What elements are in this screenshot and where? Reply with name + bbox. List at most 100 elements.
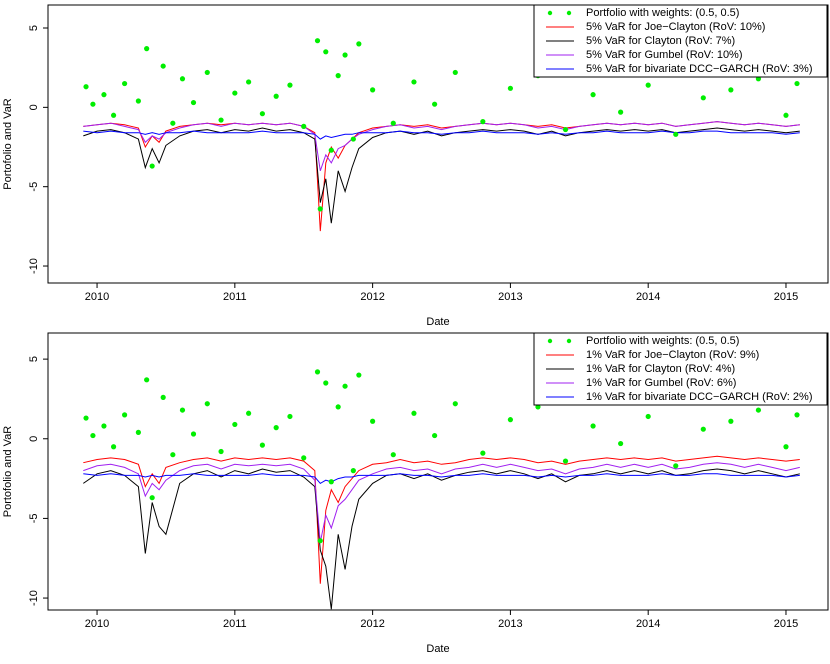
legend-label: 1% VaR for bivariate DCC−GARCH (RoV: 2%) xyxy=(586,391,812,403)
panel: 2010 2011 2012 2013 2014 2015 5 0 -5 -10 Date Porto… xyxy=(2,332,829,655)
series-line xyxy=(83,130,800,140)
plot-frame xyxy=(47,332,829,611)
data-point xyxy=(507,417,514,423)
legend: Portfolio with weights: (0.5, 0.5) 1% VaR… xyxy=(533,332,828,406)
data-point xyxy=(317,206,323,212)
series-line xyxy=(83,473,800,485)
data-point xyxy=(179,407,186,413)
data-point xyxy=(370,418,376,424)
data-point xyxy=(160,394,166,400)
series-line xyxy=(83,455,800,584)
data-point xyxy=(273,93,279,99)
data-point xyxy=(135,429,141,435)
x-tick-label: 2014 xyxy=(636,618,660,630)
data-point xyxy=(90,432,96,439)
data-point xyxy=(342,52,348,58)
legend-symbol xyxy=(547,338,553,344)
data-point xyxy=(179,76,186,82)
legend-label: Portfolio with weights: (0.5, 0.5) xyxy=(586,7,739,19)
data-point xyxy=(149,163,155,169)
data-point xyxy=(535,404,541,410)
panel: 2010 2011 2012 2013 2014 2015 5 0 -5 -10 Date Porto… xyxy=(2,4,829,328)
plot-area xyxy=(83,369,800,610)
data-point xyxy=(562,126,569,133)
data-point xyxy=(507,85,514,91)
plot-frame xyxy=(47,4,829,284)
data-point xyxy=(170,452,176,458)
data-point xyxy=(246,79,252,85)
data-point xyxy=(673,131,679,137)
data-point xyxy=(144,46,150,52)
data-point xyxy=(700,426,706,432)
y-tick-label: -5 xyxy=(28,514,40,524)
data-point xyxy=(783,444,789,450)
data-point xyxy=(590,92,596,98)
data-point xyxy=(170,120,176,126)
data-point xyxy=(323,49,329,55)
data-point xyxy=(190,431,197,437)
data-point xyxy=(673,463,679,469)
y-tick-label: 0 xyxy=(28,436,40,442)
data-point xyxy=(432,432,438,439)
data-point xyxy=(314,38,321,44)
data-point xyxy=(246,410,252,416)
legend: Portfolio with weights: (0.5, 0.5) 5% VaR… xyxy=(533,4,828,78)
data-point xyxy=(149,495,155,501)
data-point xyxy=(452,401,458,407)
data-point xyxy=(728,418,734,424)
series-line xyxy=(83,121,800,232)
data-point xyxy=(590,423,596,429)
data-point xyxy=(728,87,734,93)
data-point xyxy=(144,377,150,383)
data-point xyxy=(618,440,624,447)
data-point xyxy=(301,455,307,461)
x-tick-label: 2013 xyxy=(498,291,522,303)
data-point xyxy=(122,412,128,418)
data-point xyxy=(370,87,376,93)
data-point xyxy=(645,413,651,420)
y-tick-label: -10 xyxy=(28,590,40,606)
data-point xyxy=(783,112,789,118)
data-point xyxy=(480,119,486,125)
data-point xyxy=(204,401,210,407)
series-line xyxy=(83,127,800,224)
data-point xyxy=(218,117,224,123)
data-point xyxy=(618,109,624,115)
data-point xyxy=(323,380,329,386)
data-point xyxy=(700,95,706,101)
x-tick-label: 2011 xyxy=(223,291,247,303)
legend-box xyxy=(533,4,828,78)
x-axis-label: Date xyxy=(426,643,449,655)
data-point xyxy=(317,538,323,544)
data-point xyxy=(122,80,128,87)
data-point xyxy=(135,98,141,104)
data-point xyxy=(328,479,334,485)
data-point xyxy=(794,412,800,418)
series-line xyxy=(83,468,800,610)
data-point xyxy=(218,448,224,455)
data-point xyxy=(83,415,89,421)
data-point xyxy=(259,442,265,448)
data-point xyxy=(452,69,458,76)
legend-label: 5% VaR for Gumbel (RoV: 10%) xyxy=(586,49,743,61)
x-tick-label: 2015 xyxy=(774,618,798,630)
y-tick-label: 0 xyxy=(28,104,40,110)
legend-label: Portfolio with weights: (0.5, 0.5) xyxy=(586,335,739,347)
data-point xyxy=(794,80,800,87)
data-point xyxy=(350,136,356,142)
x-axis-label: Date xyxy=(426,316,449,328)
data-point xyxy=(273,425,279,431)
data-point xyxy=(390,452,396,458)
data-point xyxy=(755,407,762,413)
data-point xyxy=(160,63,166,69)
legend-label: 5% VaR for Clayton (RoV: 7%) xyxy=(586,35,735,47)
data-point xyxy=(562,458,569,464)
legend-symbol xyxy=(566,10,572,16)
x-tick-label: 2011 xyxy=(223,618,247,630)
legend-label: 5% VaR for Joe−Clayton (RoV: 10%) xyxy=(586,21,765,33)
y-axis-label: Portofolio and VaR xyxy=(2,426,14,518)
legend-label: 1% VaR for Gumbel (RoV: 6%) xyxy=(586,377,736,389)
y-tick-label: -10 xyxy=(28,258,40,274)
data-point xyxy=(110,444,117,450)
